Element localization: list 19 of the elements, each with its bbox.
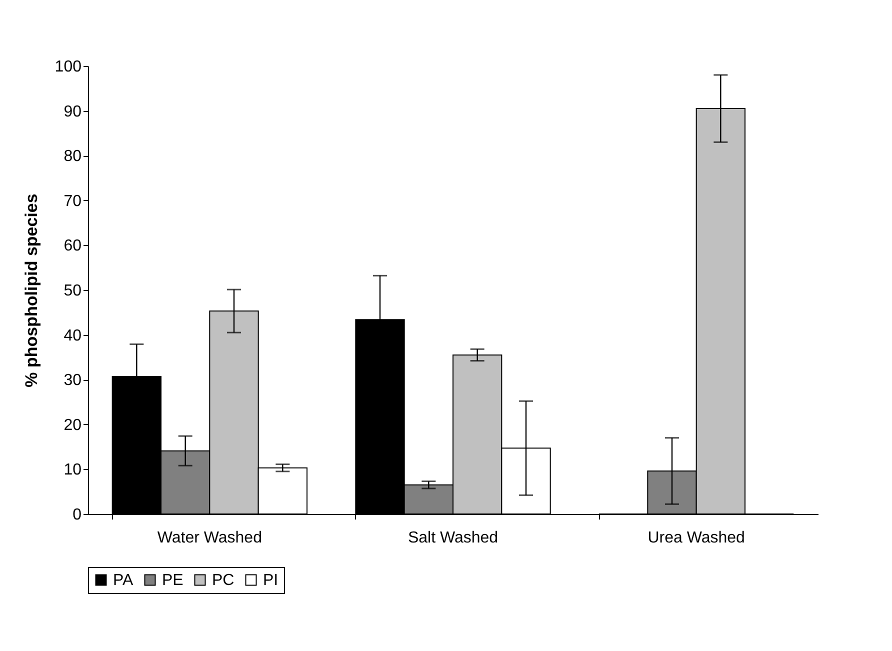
y-axis-title: % phospholipid species (22, 194, 41, 388)
legend-label: PC (212, 572, 234, 589)
y-tick-label: 100 (54, 58, 82, 76)
legend-label: PI (263, 572, 278, 589)
y-tick-label: 30 (64, 372, 82, 390)
y-tick-label: 10 (64, 462, 82, 479)
y-tick-label: 0 (72, 506, 82, 524)
x-tick-label: Salt Washed (408, 530, 498, 546)
y-tick-label: 90 (64, 103, 82, 120)
y-tick-label: 20 (64, 416, 82, 434)
y-tick-label: 60 (64, 238, 82, 255)
legend-label: PE (162, 572, 184, 589)
y-tick-label: 50 (64, 282, 82, 300)
x-tick-label: Urea Washed (648, 530, 745, 546)
y-tick-label: 80 (64, 148, 82, 166)
legend-label: PA (113, 572, 134, 589)
y-tick-label: 40 (64, 327, 82, 344)
x-tick-label: Water Washed (157, 530, 262, 546)
y-tick-label: 70 (64, 192, 82, 210)
